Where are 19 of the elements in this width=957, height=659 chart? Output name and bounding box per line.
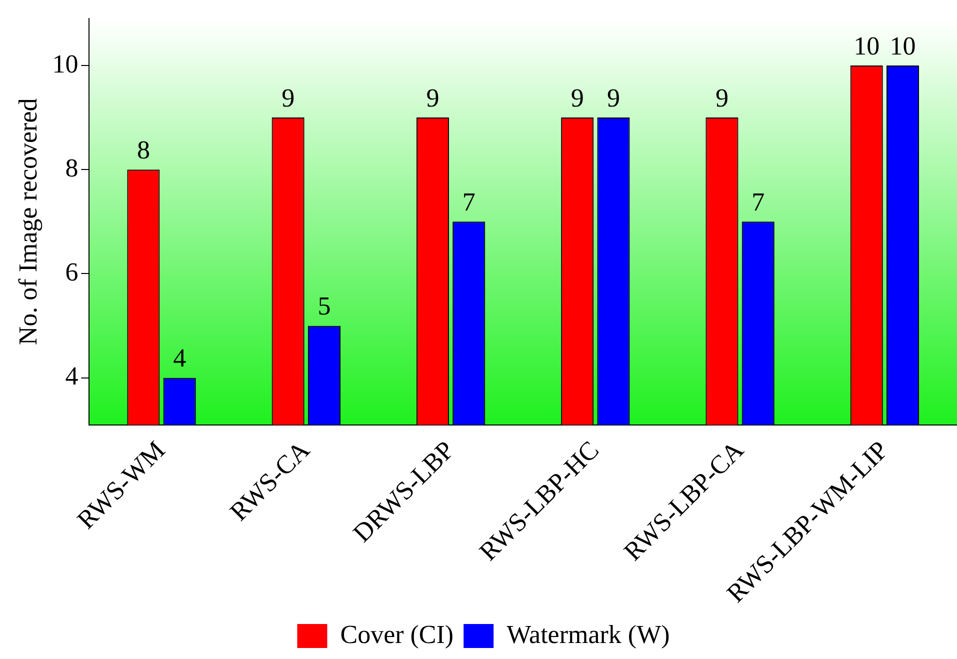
y-axis-title: No. of Image recovered bbox=[13, 98, 42, 346]
data-label: 9 bbox=[606, 83, 620, 112]
y-tick-label: 4 bbox=[65, 362, 78, 391]
legend-label: Watermark (W) bbox=[506, 620, 670, 649]
y-tick-label: 10 bbox=[52, 49, 78, 78]
data-label: 10 bbox=[854, 31, 880, 60]
data-label: 9 bbox=[715, 83, 728, 112]
legend-label: Cover (CI) bbox=[340, 620, 454, 649]
data-label: 7 bbox=[752, 188, 765, 217]
data-label: 4 bbox=[173, 344, 186, 373]
data-label: 5 bbox=[318, 292, 331, 321]
y-tick-label: 6 bbox=[65, 258, 78, 287]
data-label: 9 bbox=[426, 83, 440, 112]
data-label: 10 bbox=[890, 31, 916, 60]
data-label: 9 bbox=[570, 83, 584, 112]
data-label: 8 bbox=[136, 135, 150, 164]
y-tick-label: 8 bbox=[65, 153, 78, 182]
data-label: 9 bbox=[282, 83, 295, 112]
data-label: 7 bbox=[462, 188, 476, 217]
